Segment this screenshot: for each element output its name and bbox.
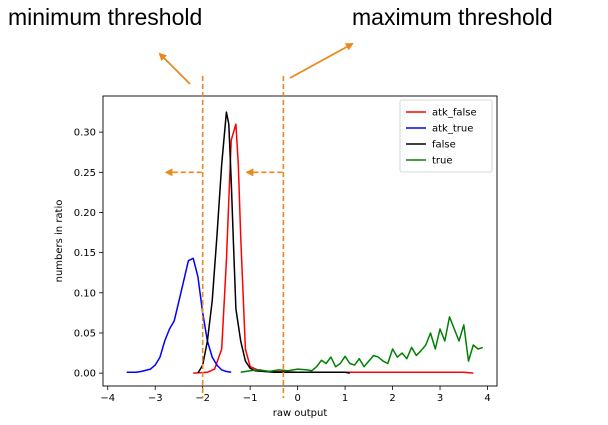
- minimum-threshold-label: minimum threshold: [8, 4, 203, 30]
- x-tick-label: 2: [389, 393, 395, 404]
- plot-frame: [102, 95, 498, 387]
- series-line-atk-false: [193, 123, 474, 374]
- x-tick-label: −3: [148, 393, 163, 404]
- x-tick-label: −1: [243, 393, 258, 404]
- minimum-threshold-pointer-arrow: [158, 52, 191, 85]
- x-axis-label: raw output: [273, 408, 328, 419]
- legend-entry: atk_true: [432, 124, 473, 135]
- x-tick-label: 3: [437, 393, 443, 404]
- maximum-threshold-label: maximum threshold: [352, 4, 553, 30]
- plot-area: −4 −3 −2 −1 0 1 2 3 4 0.00 0.05 0.10 0.15 0.20 0.25 0.3…: [54, 95, 498, 419]
- threshold-overlay: [158, 43, 354, 398]
- legend-entry: atk_false: [432, 108, 477, 119]
- series-line-atk-true: [126, 257, 232, 374]
- x-tick-label: 1: [342, 393, 348, 404]
- legend-box: [399, 99, 493, 173]
- y-tick-label: 0.20: [74, 208, 96, 219]
- x-tick-label: −2: [195, 393, 210, 404]
- y-tick-label: 0.25: [74, 168, 96, 179]
- maximum-threshold-pointer-arrow: [289, 43, 354, 79]
- y-tick-label: 0.05: [74, 328, 96, 339]
- legend-entry: true: [432, 156, 453, 167]
- x-tick-label: 0: [294, 393, 300, 404]
- y-tick-label: 0.15: [74, 248, 96, 259]
- y-tick-label: 0.00: [74, 369, 96, 380]
- x-tick-label: 4: [484, 393, 490, 404]
- y-tick-label: 0.10: [74, 288, 96, 299]
- y-axis-label: numbers in ratio: [54, 200, 65, 283]
- series-line-true: [240, 316, 484, 374]
- x-tick-label: −4: [100, 393, 115, 404]
- legend-entry: false: [432, 140, 456, 151]
- y-tick-label: 0.30: [74, 128, 96, 139]
- series-line-false: [197, 111, 350, 374]
